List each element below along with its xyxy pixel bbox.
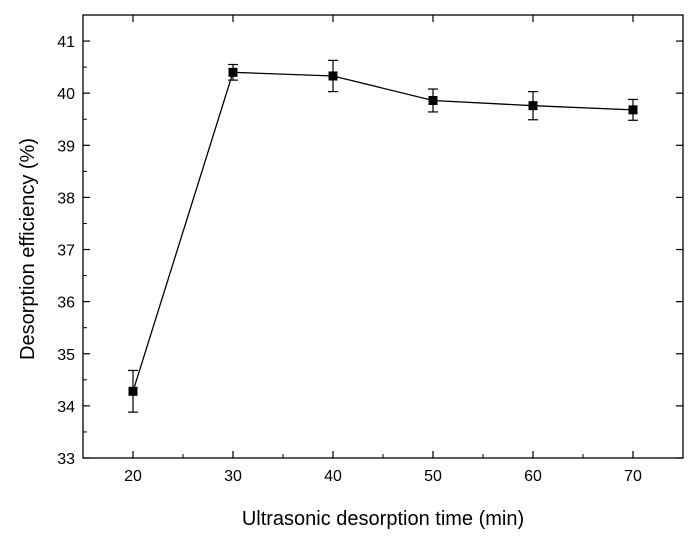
series-line — [128, 59, 638, 413]
data-point — [428, 95, 438, 105]
y-tick-label: 38 — [57, 190, 75, 207]
y-tick-label: 41 — [57, 34, 75, 51]
series-line-path — [132, 71, 634, 392]
x-tick-label: 30 — [224, 468, 242, 485]
x-tick-label: 20 — [124, 468, 142, 485]
y-tick-label: 39 — [57, 138, 75, 155]
data-point — [528, 101, 538, 111]
x-tick-label: 40 — [324, 468, 342, 485]
x-axis-title: Ultrasonic desorption time (min) — [242, 508, 524, 530]
y-tick-label: 36 — [57, 295, 75, 312]
data-point — [328, 71, 338, 81]
y-axis: 33 34 35 36 37 38 39 40 41 — [57, 34, 683, 468]
data-point — [128, 386, 138, 396]
y-tick-label: 40 — [57, 86, 75, 103]
x-tick-label: 70 — [624, 468, 642, 485]
y-tick-label: 33 — [57, 451, 75, 468]
y-tick-label: 37 — [57, 243, 75, 260]
x-tick-label: 60 — [524, 468, 542, 485]
y-axis-title: Desorption efficiency (%) — [17, 138, 39, 360]
x-tick-label: 50 — [424, 468, 442, 485]
plot-area — [82, 14, 684, 459]
y-tick-label: 34 — [57, 399, 75, 416]
plot-frame — [82, 14, 684, 459]
x-axis: 20 30 40 50 60 70 — [124, 15, 642, 485]
y-tick-label: 35 — [57, 347, 75, 364]
data-point — [628, 105, 638, 115]
data-point — [228, 67, 238, 77]
